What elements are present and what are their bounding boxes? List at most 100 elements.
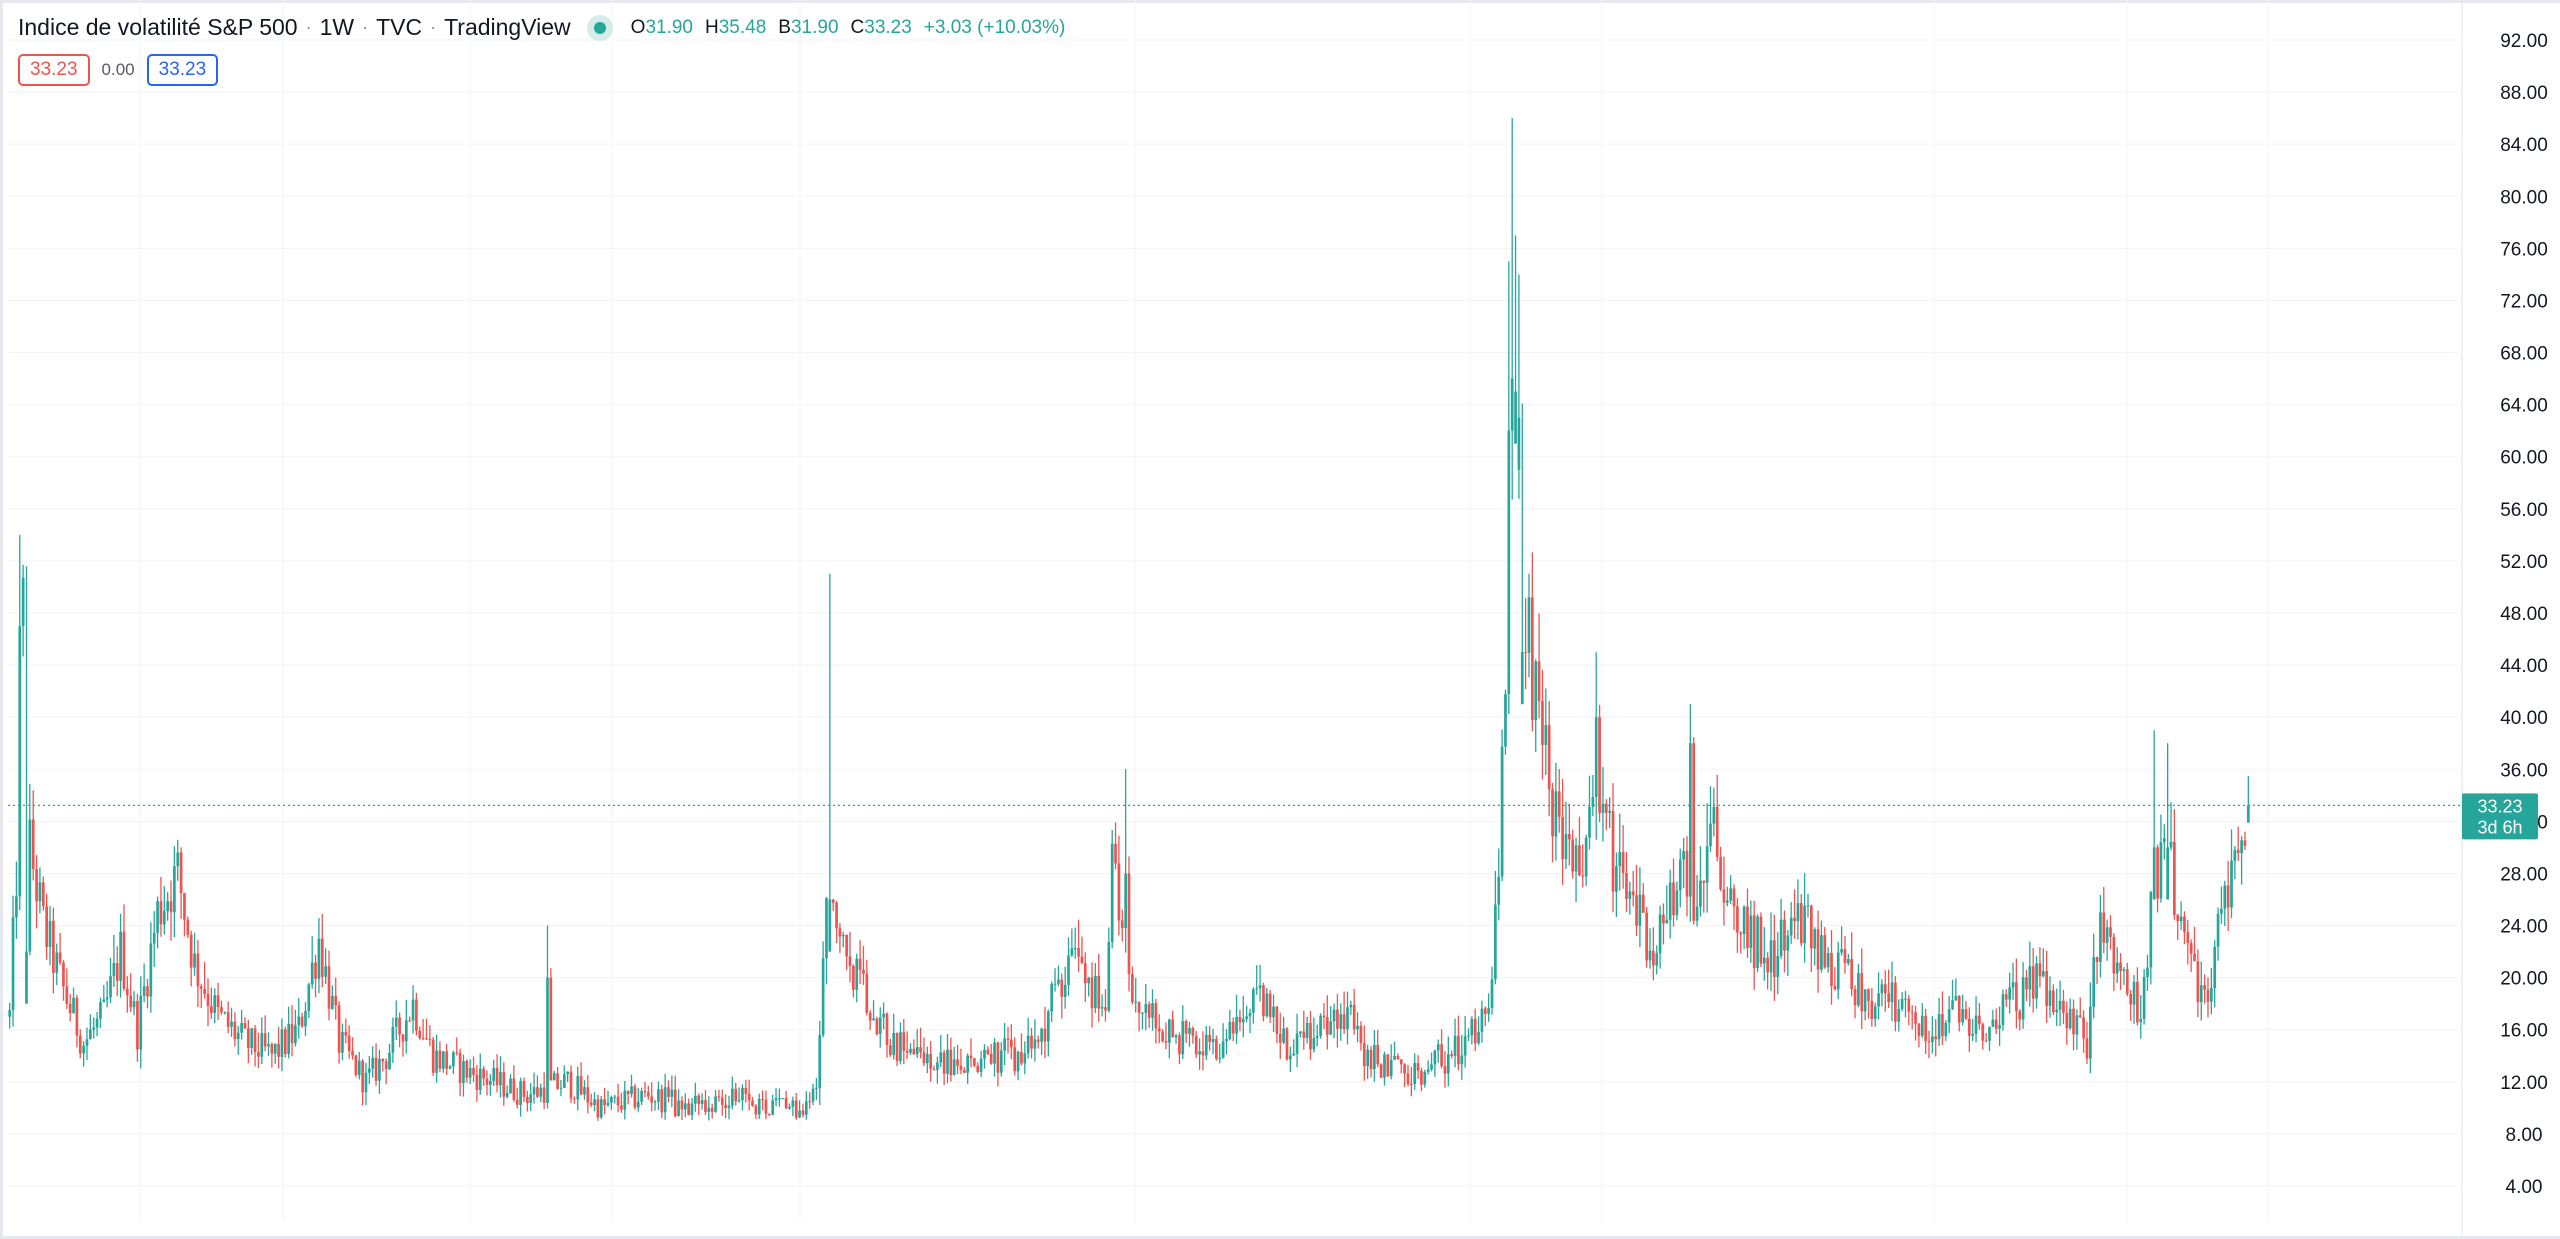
candle — [1890, 961, 1894, 1022]
candle — [2078, 997, 2082, 1018]
candle-body — [559, 1087, 563, 1089]
candle-body — [1114, 843, 1117, 864]
candle-body — [2240, 840, 2243, 854]
candle-body — [868, 1012, 872, 1021]
candle — [1806, 893, 1810, 918]
candle — [294, 1009, 297, 1047]
symbol-title[interactable]: Indice de volatilité S&P 500 — [18, 14, 298, 40]
candle-body — [1621, 852, 1625, 873]
candle — [747, 1079, 751, 1111]
candle-body — [2004, 994, 2008, 1000]
candle-body — [1373, 1045, 1376, 1070]
candle — [697, 1093, 701, 1116]
candle — [559, 1080, 563, 1097]
source-label: TVC — [376, 14, 423, 40]
candle-body — [1060, 979, 1064, 997]
candle-body — [687, 1103, 691, 1116]
candle-body — [246, 1028, 250, 1048]
candle-body — [351, 1050, 354, 1056]
price-tick-label: 64.00 — [2500, 396, 2548, 417]
candle-body — [344, 1031, 348, 1036]
candle-body — [1769, 940, 1773, 973]
candle — [845, 934, 848, 971]
candle-body — [1725, 900, 1729, 903]
candle-body — [1846, 959, 1850, 964]
candle — [1322, 1003, 1326, 1030]
bid-badge[interactable]: 33.23 — [18, 54, 90, 86]
candle — [855, 953, 859, 1003]
candle — [599, 1096, 603, 1120]
candle-body — [1843, 949, 1847, 964]
candle — [1638, 867, 1642, 948]
candle — [89, 1014, 92, 1040]
candle-body — [1934, 1036, 1938, 1040]
candle — [566, 1071, 570, 1083]
candle-body — [2246, 805, 2250, 823]
candle — [1346, 991, 1349, 1045]
price-tick-label: 52.00 — [2500, 552, 2548, 573]
market-status-icon[interactable] — [586, 14, 613, 41]
candle-body — [1783, 919, 1786, 951]
candle — [509, 1074, 512, 1094]
candle-body — [216, 995, 220, 1008]
candle-body — [1571, 839, 1575, 872]
candle-body — [1957, 996, 1961, 1023]
candle — [1235, 994, 1238, 1044]
candle — [179, 847, 183, 919]
candle — [1057, 965, 1060, 987]
candle — [875, 1016, 879, 1036]
candle-body — [2142, 977, 2146, 1019]
candle-body — [1087, 977, 1091, 984]
candle — [1174, 1033, 1178, 1044]
candle-body — [539, 1087, 543, 1097]
candle-body — [720, 1097, 724, 1105]
candle — [1517, 274, 1521, 499]
candle — [2065, 1001, 2069, 1045]
candle-body — [159, 901, 163, 925]
candle — [2072, 999, 2075, 1051]
candle — [1094, 963, 1097, 1014]
candle-body — [1342, 1014, 1346, 1030]
candle — [690, 1098, 694, 1120]
candle — [1221, 1023, 1225, 1059]
candle-body — [354, 1055, 358, 1076]
price-tick-label: 40.00 — [2500, 708, 2548, 729]
candle-body — [2065, 1012, 2069, 1029]
candle — [115, 946, 119, 997]
candle-body — [1857, 973, 1860, 1006]
candle-body — [808, 1101, 812, 1103]
candle — [858, 940, 862, 985]
candle — [2088, 982, 2092, 1074]
candle-body — [1403, 1064, 1406, 1074]
candle — [2152, 730, 2156, 900]
candle — [290, 1005, 294, 1057]
candle — [1362, 1025, 1366, 1081]
candle-body — [717, 1096, 721, 1098]
candle — [2210, 967, 2213, 1015]
candle-body — [1631, 891, 1635, 896]
candle — [1588, 775, 1591, 850]
candle-body — [2226, 885, 2230, 908]
candle-body — [1517, 417, 1521, 470]
candle — [1453, 1018, 1457, 1068]
candle — [1430, 1052, 1433, 1072]
candle-body — [1450, 1054, 1454, 1056]
candle-body — [976, 1065, 980, 1072]
candle-body — [28, 819, 32, 952]
candle-body — [85, 1039, 89, 1046]
candle-body — [1104, 1007, 1107, 1011]
candle — [1692, 737, 1696, 925]
interval-label[interactable]: 1W — [319, 14, 355, 40]
candle — [620, 1092, 623, 1113]
candle-body — [1877, 993, 1880, 1007]
candle — [700, 1093, 704, 1110]
candle-body — [11, 917, 15, 1011]
candle — [1712, 787, 1716, 837]
candle-body — [341, 1031, 344, 1053]
candle-body — [741, 1087, 744, 1101]
ask-badge[interactable]: 33.23 — [146, 54, 219, 86]
candle-body — [2078, 1015, 2082, 1018]
candle-body — [1937, 1014, 1941, 1040]
candle — [502, 1062, 506, 1106]
